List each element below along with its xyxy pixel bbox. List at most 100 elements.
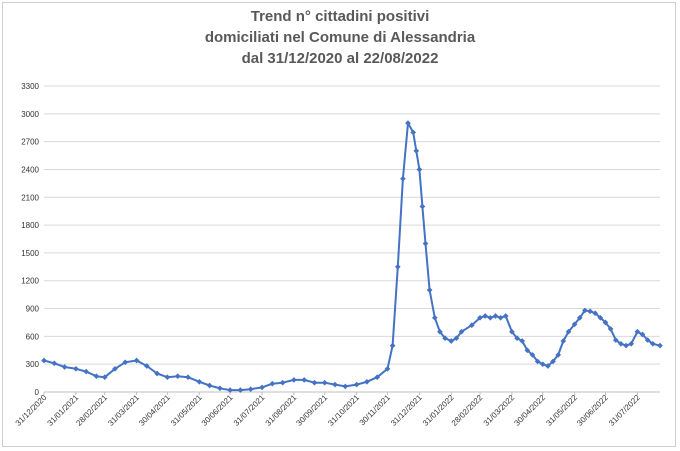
gridlines xyxy=(44,85,660,393)
data-point xyxy=(442,335,448,342)
y-tick-label: 600 xyxy=(26,332,40,341)
y-tick-label: 3000 xyxy=(21,110,39,119)
data-point xyxy=(555,352,562,358)
data-point xyxy=(227,387,233,393)
data-point xyxy=(582,307,588,314)
data-point xyxy=(269,380,276,387)
series-line xyxy=(43,122,661,392)
y-tick-label: 2400 xyxy=(21,165,39,174)
data-point xyxy=(405,120,411,126)
data-point xyxy=(592,310,599,317)
data-point xyxy=(534,358,541,365)
y-tick-label: 3300 xyxy=(21,82,39,91)
data-point xyxy=(497,314,504,321)
data-point xyxy=(384,365,391,372)
data-point xyxy=(389,342,396,349)
data-point xyxy=(291,377,297,383)
data-point xyxy=(519,338,526,344)
x-tick-label: 30/04/2022 xyxy=(512,393,547,428)
y-axis: 0 300 600 900 1200 1500 1800 2100 2400 2700 3000 33… xyxy=(21,82,39,397)
data-point xyxy=(73,365,79,372)
data-point xyxy=(628,340,635,347)
data-point xyxy=(623,342,629,349)
data-point xyxy=(649,340,656,347)
data-point xyxy=(83,368,90,375)
x-tick-label: 28/02/2021 xyxy=(74,393,109,428)
data-point xyxy=(237,387,244,393)
data-point xyxy=(529,352,536,358)
data-point xyxy=(602,319,609,326)
y-tick-label: 900 xyxy=(26,305,40,314)
data-point xyxy=(560,338,567,344)
data-point xyxy=(448,338,455,344)
data-point xyxy=(487,314,494,321)
data-point xyxy=(639,331,646,338)
chart-frame xyxy=(2,2,676,447)
x-tick-label: 31/03/2021 xyxy=(106,393,141,428)
data-point xyxy=(458,328,465,335)
data-point xyxy=(431,314,438,321)
series-group xyxy=(41,120,663,393)
chart-title-line-1: Trend n° cittadini positivi xyxy=(250,8,430,25)
data-point xyxy=(514,335,520,342)
data-point xyxy=(524,347,531,354)
data-point xyxy=(477,314,483,321)
data-point xyxy=(545,363,551,369)
data-point xyxy=(492,313,499,319)
data-point xyxy=(587,308,593,315)
x-tick-label: 30/04/2021 xyxy=(137,393,172,428)
data-point xyxy=(143,363,150,369)
data-point xyxy=(482,313,489,319)
data-point xyxy=(565,328,572,335)
chart-title-line-3: dal 31/12/2020 al 22/08/2022 xyxy=(241,50,439,67)
data-point xyxy=(122,359,129,366)
x-tick-label: 30/11/2021 xyxy=(358,393,393,428)
data-point xyxy=(394,263,401,270)
chart-title-line-2: domiciliati nel Comune di Alessandria xyxy=(204,29,476,46)
data-point xyxy=(217,385,223,392)
data-point xyxy=(112,365,118,372)
data-point xyxy=(502,313,509,319)
data-point xyxy=(154,370,160,377)
data-point xyxy=(101,374,108,381)
data-point xyxy=(206,382,213,389)
data-point xyxy=(468,322,475,329)
x-tick-label: 31/05/2021 xyxy=(169,393,204,428)
data-point xyxy=(41,357,47,364)
data-point xyxy=(301,377,308,383)
data-point xyxy=(419,203,426,210)
y-tick-label: 1200 xyxy=(21,277,39,286)
data-point xyxy=(279,379,286,386)
data-point xyxy=(509,328,515,335)
data-point xyxy=(410,129,417,136)
data-point xyxy=(196,378,203,385)
data-point xyxy=(247,386,254,393)
data-point xyxy=(422,240,429,247)
x-tick-label: 30/06/2022 xyxy=(575,393,610,428)
data-point xyxy=(539,361,546,368)
data-point xyxy=(332,381,338,388)
data-point xyxy=(174,373,181,380)
data-point xyxy=(364,378,370,385)
data-point xyxy=(51,360,58,367)
x-tick-label: 31/12/2020 xyxy=(14,393,49,428)
x-tick-label: 30/09/2021 xyxy=(294,393,329,428)
data-point xyxy=(259,384,265,391)
data-point xyxy=(644,337,651,343)
data-point xyxy=(437,328,443,335)
data-point xyxy=(634,328,641,335)
x-tick-label: 31/08/2021 xyxy=(264,393,299,428)
data-point xyxy=(413,148,420,154)
data-point xyxy=(400,175,406,182)
x-axis: 31/12/202031/01/202128/02/202131/03/2021… xyxy=(14,391,660,428)
data-point xyxy=(657,342,663,349)
y-tick-label: 300 xyxy=(26,360,40,369)
data-point xyxy=(93,373,100,380)
data-point xyxy=(618,340,624,347)
x-tick-label: 31/07/2021 xyxy=(232,393,267,428)
x-tick-label: 30/06/2021 xyxy=(200,393,235,428)
y-tick-label: 2100 xyxy=(21,193,39,202)
data-point xyxy=(311,379,318,386)
data-point xyxy=(597,314,604,321)
x-tick-label: 31/05/2022 xyxy=(544,393,579,428)
